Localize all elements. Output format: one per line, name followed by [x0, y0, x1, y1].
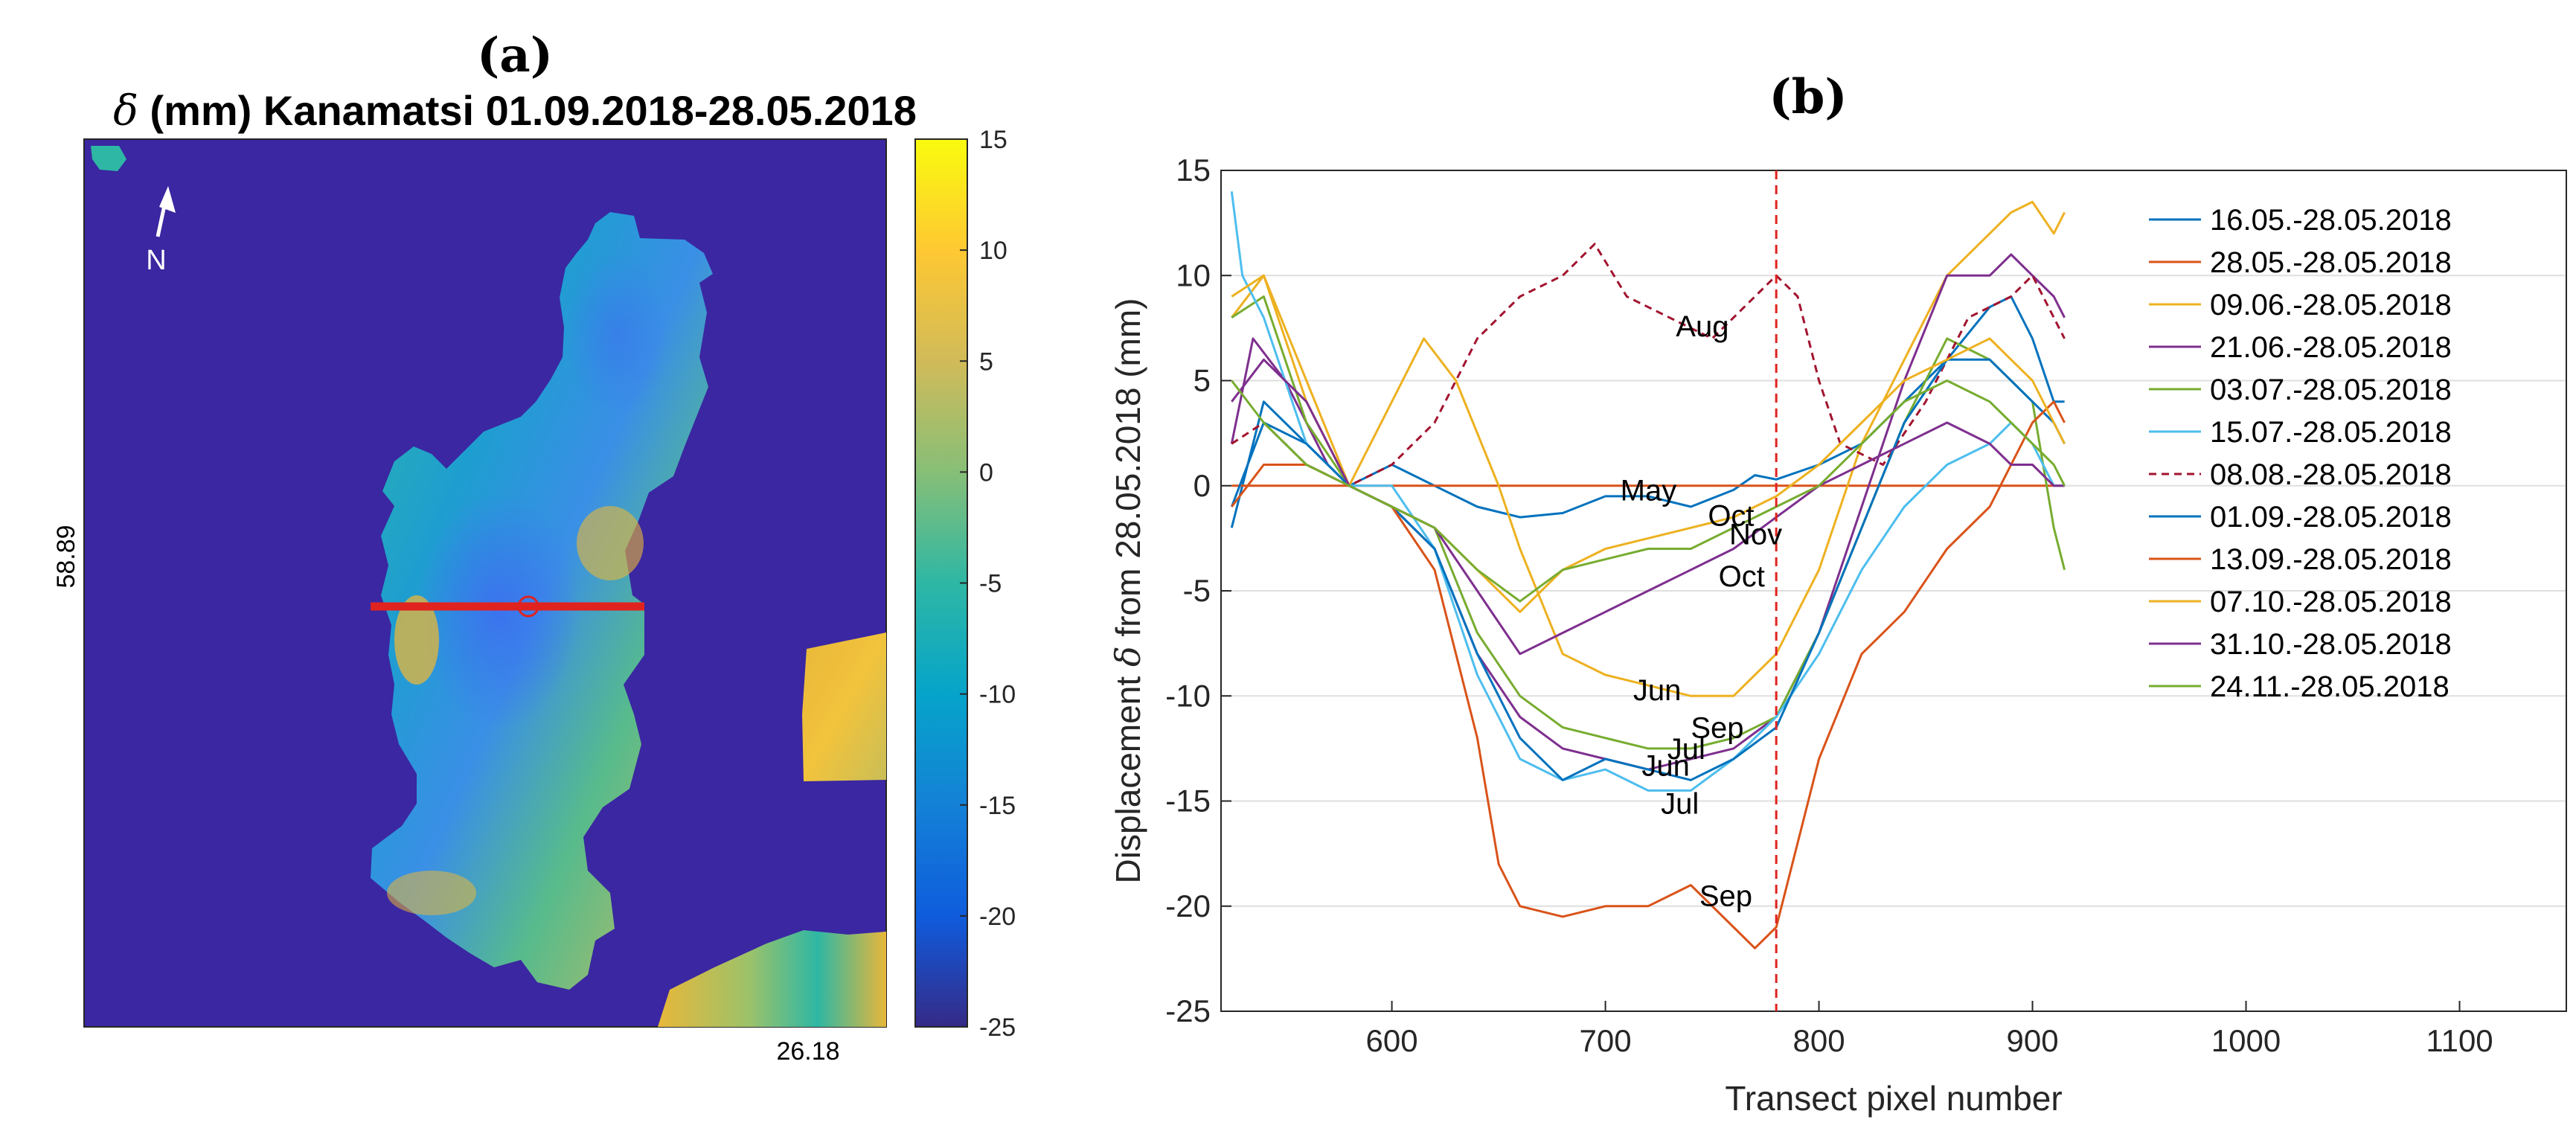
title-delta-symbol: δ	[113, 87, 138, 135]
island-yellow-spot-south	[387, 871, 476, 915]
colorbar-tick-label: -25	[979, 1013, 1016, 1042]
colorbar-tick-label: 15	[979, 126, 1007, 154]
lat-label: 58.89	[52, 525, 80, 588]
panel-b-label: (b)	[1769, 69, 1847, 125]
series-line-1	[1230, 295, 2065, 528]
legend-entry-label: 28.05.-28.05.2018	[2210, 246, 2452, 279]
annotation-label: Jul	[1667, 733, 1705, 766]
y-axis-label-prefix: Displacement	[1109, 667, 1147, 883]
colorbar-tick-label: -10	[979, 681, 1016, 709]
colorbar-tick-label: -20	[979, 903, 1016, 931]
legend-entry-label: 08.08.-28.05.2018	[2210, 458, 2452, 491]
annotation-label: Sep	[1699, 880, 1752, 913]
y-axis-label-suffix: from 28.05.2018 (mm)	[1109, 298, 1147, 647]
legend-entry-label: 01.09.-28.05.2018	[2210, 501, 2452, 534]
x-axis-ticks: 600 700 800 900 1000 1100	[1366, 1001, 2493, 1058]
legend-entry-label: 09.06.-28.05.2018	[2210, 289, 2452, 321]
series-line-7	[1231, 243, 2066, 487]
lon-label: 26.18	[776, 1037, 839, 1066]
annotation-label: Jul	[1661, 787, 1699, 820]
x-tick-label: 800	[1793, 1023, 1845, 1058]
y-tick-label: -25	[1165, 993, 1211, 1028]
annotation-label: May	[1621, 474, 1677, 507]
map-patch-south	[658, 930, 886, 1027]
annotation-label: Jun	[1633, 674, 1682, 707]
legend: 16.05.-28.05.2018 28.05.-28.05.2018 09.06.…	[2149, 204, 2452, 703]
legend-entry-label: 21.06.-28.05.2018	[2210, 331, 2452, 364]
x-tick-label: 600	[1366, 1023, 1418, 1058]
map-patch-east	[802, 632, 886, 781]
colorbar-tick-label: 5	[979, 347, 993, 376]
x-tick-label: 1000	[2211, 1023, 2281, 1058]
title-text: (mm) Kanamatsi 01.09.2018-28.05.2018	[138, 87, 917, 134]
colorbar-tick-label: -15	[979, 792, 1016, 820]
island-yellow-spot	[394, 595, 439, 685]
colorbar-tick-label: 10	[979, 237, 1007, 265]
legend-entry-label: 24.11.-28.05.2018	[2210, 670, 2450, 703]
y-tick-label: -5	[1183, 573, 1211, 608]
panel-b: (b) 600 700 800 900 1000 1100 -25 -20 -15 -10 -5 0…	[1108, 69, 2567, 1118]
transect-center-marker	[517, 595, 539, 618]
panel-a-title: δ (mm) Kanamatsi 01.09.2018-28.05.2018	[113, 87, 917, 135]
island-yellow-spot-east	[577, 506, 644, 580]
panel-a-label: (a)	[477, 28, 553, 83]
island-blue-core-north	[565, 253, 670, 417]
colorbar-tick-label: -5	[979, 570, 1002, 598]
annotation-label: Nov	[1729, 519, 1782, 551]
panel-a: (a) δ (mm) Kanamatsi 01.09.2018-28.05.20…	[52, 28, 1016, 1066]
north-label: N	[146, 245, 166, 276]
y-tick-label: 10	[1176, 257, 1211, 292]
annotation-label: Oct	[1719, 560, 1765, 593]
y-tick-label: 15	[1176, 153, 1211, 188]
y-tick-label: -15	[1165, 784, 1211, 819]
y-tick-label: -10	[1165, 678, 1211, 713]
map-speck	[91, 146, 126, 171]
y-tick-label: 0	[1194, 468, 1211, 503]
legend-entry-label: 15.07.-28.05.2018	[2210, 416, 2452, 449]
annotation-label: Oct	[1708, 499, 1754, 532]
y-axis-label-symbol: δ	[1108, 646, 1148, 667]
north-arrow: N	[146, 186, 176, 276]
legend-entry-label: 07.10.-28.05.2018	[2210, 586, 2452, 618]
x-axis-label: Transect pixel number	[1725, 1079, 2062, 1118]
colorbar-ticks: 15 10 5 0 -5 -10 -15 -20 -25	[960, 126, 1016, 1042]
colorbar-tick-label: 0	[979, 458, 993, 487]
series-line-8	[1230, 358, 2066, 781]
colorbar	[914, 138, 968, 1028]
annotation-label: Sep	[1691, 712, 1743, 745]
legend-entry-label: 31.10.-28.05.2018	[2210, 628, 2452, 661]
y-tick-label: -20	[1165, 888, 1211, 923]
annotation-label: Aug	[1676, 310, 1728, 343]
north-arrow-icon	[159, 186, 176, 213]
x-tick-label: 1100	[2426, 1023, 2493, 1058]
legend-entry-label: 16.05.-28.05.2018	[2210, 204, 2452, 237]
annotation-label: Jun	[1641, 749, 1690, 782]
y-axis-label: Displacement δ from 28.05.2018 (mm)	[1108, 298, 1148, 884]
y-tick-label: 5	[1194, 363, 1211, 398]
series-line-3	[1231, 200, 2066, 697]
series-lines	[1230, 191, 2066, 949]
series-line-12	[1231, 379, 2066, 603]
x-tick-label: 900	[2007, 1023, 2059, 1058]
x-tick-label: 700	[1580, 1023, 1632, 1058]
series-line-9	[1231, 400, 2066, 949]
legend-entry-label: 03.07.-28.05.2018	[2210, 374, 2452, 406]
y-axis-ticks: -25 -20 -15 -10 -5 0 5 10 15	[1165, 153, 1231, 1028]
legend-entry-label: 13.09.-28.05.2018	[2210, 543, 2452, 576]
